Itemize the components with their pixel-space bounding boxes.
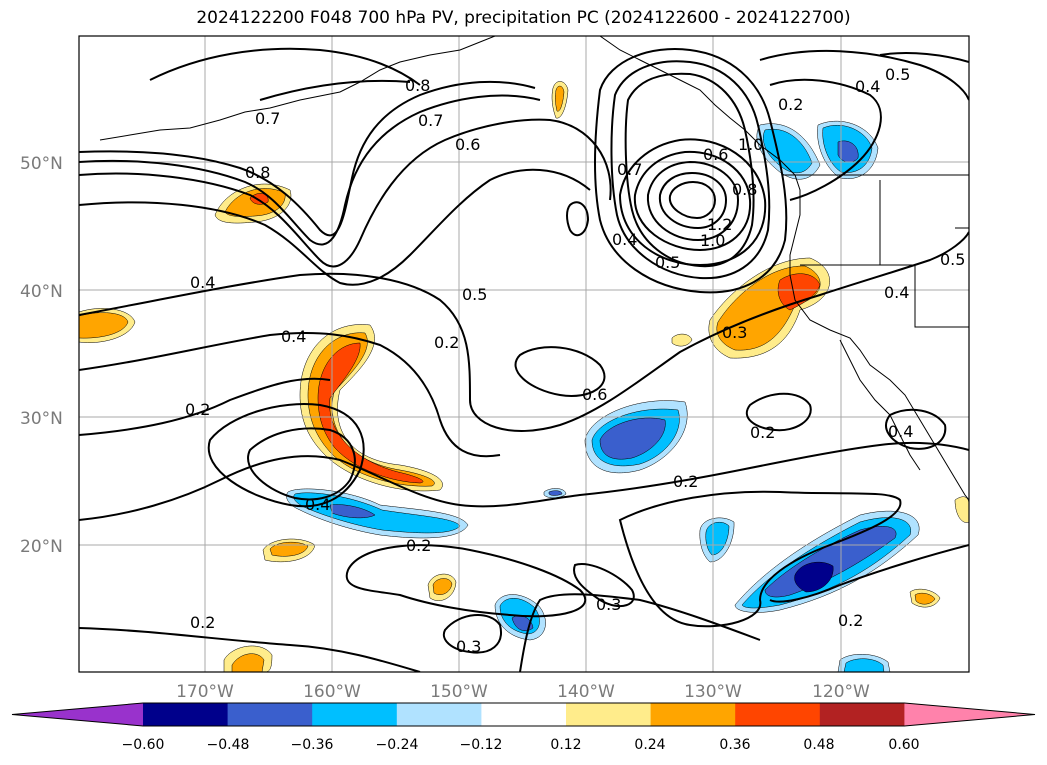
lat-label: 20°N bbox=[20, 537, 63, 557]
colorbar-segment bbox=[396, 703, 482, 726]
contour-label: 1.0 bbox=[700, 231, 725, 250]
precip-blob bbox=[671, 333, 693, 347]
lat-label: 30°N bbox=[20, 409, 63, 429]
contour-label: 0.8 bbox=[405, 76, 430, 95]
lon-label: 170°W bbox=[176, 682, 234, 702]
colorbar-extend-max bbox=[904, 703, 1035, 726]
lon-label: 130°W bbox=[684, 682, 742, 702]
contour-label: 0.3 bbox=[722, 323, 747, 342]
colorbar-tick: 0.24 bbox=[634, 737, 665, 753]
colorbar-segment bbox=[650, 703, 736, 726]
colorbar-segment bbox=[227, 703, 313, 726]
lon-label: 160°W bbox=[303, 682, 361, 702]
contour-label: 0.4 bbox=[612, 230, 637, 249]
colorbar-segment bbox=[143, 703, 229, 726]
plot-frame bbox=[78, 35, 970, 673]
colorbar-segment bbox=[566, 703, 652, 726]
precip-blob bbox=[954, 496, 969, 523]
lon-label: 150°W bbox=[430, 682, 488, 702]
precip-blob bbox=[777, 273, 821, 311]
colorbar-tick: 0.36 bbox=[719, 737, 750, 753]
contour-label: 0.8 bbox=[732, 180, 757, 199]
lon-label: 120°W bbox=[812, 682, 870, 702]
colorbar-segment bbox=[735, 703, 821, 726]
colorbar-extend-min bbox=[12, 703, 143, 726]
contour-label: 0.4 bbox=[305, 495, 330, 514]
precip-blob bbox=[249, 193, 269, 205]
colorbar-tick: −0.24 bbox=[376, 737, 419, 753]
contour-label: 0.8 bbox=[245, 163, 270, 182]
precip-blob bbox=[794, 561, 834, 593]
colorbar-ticks: −0.60 −0.48 −0.36 −0.24 −0.12 0.12 0.24 … bbox=[122, 737, 920, 753]
colorbar-segment bbox=[481, 703, 567, 726]
colorbar bbox=[11, 702, 1036, 727]
precip-blob bbox=[79, 312, 129, 339]
contour-label: 0.6 bbox=[582, 385, 607, 404]
contour-label: 0.4 bbox=[281, 327, 306, 346]
contour-label: 0.2 bbox=[673, 472, 698, 491]
contour-label: 0.2 bbox=[406, 536, 431, 555]
contour-label: 0.3 bbox=[596, 595, 621, 614]
lon-label: 140°W bbox=[557, 682, 615, 702]
precip-blob bbox=[843, 658, 885, 672]
contour-label: 0.5 bbox=[655, 253, 680, 272]
contour-label: 1.2 bbox=[707, 215, 732, 234]
precip-blob bbox=[548, 490, 563, 496]
contour-label: 0.2 bbox=[838, 611, 863, 630]
colorbar-tick: −0.36 bbox=[291, 737, 334, 753]
precip-shading bbox=[79, 81, 969, 672]
precip-blob bbox=[231, 653, 265, 672]
contour-label: 0.2 bbox=[778, 95, 803, 114]
longitude-labels: 170°W 160°W 150°W 140°W 130°W 120°W bbox=[176, 682, 870, 702]
precip-blob bbox=[329, 504, 376, 519]
latitude-labels: 50°N 40°N 30°N 20°N bbox=[20, 154, 63, 557]
lat-label: 40°N bbox=[20, 282, 63, 302]
precip-blob bbox=[599, 417, 666, 460]
contour-label: 0.6 bbox=[455, 135, 480, 154]
colorbar-tick: 0.48 bbox=[803, 737, 834, 753]
contour-label: 1.0 bbox=[738, 135, 763, 154]
precip-blob bbox=[914, 592, 936, 605]
map-title: 2024122200 F048 700 hPa PV, precipitatio… bbox=[196, 8, 851, 28]
contour-label: 0.4 bbox=[855, 77, 880, 96]
contour-label: 0.5 bbox=[462, 285, 487, 304]
colorbar-tick: 0.12 bbox=[550, 737, 581, 753]
contour-label: 0.7 bbox=[617, 160, 642, 179]
contour-label: 0.3 bbox=[456, 637, 481, 656]
contour-label: 0.5 bbox=[885, 65, 910, 84]
precip-blob bbox=[317, 342, 424, 484]
colorbar-segment bbox=[819, 703, 905, 726]
plot-area: 0.8 0.7 0.7 0.6 0.8 0.4 0.4 0.2 0.5 0.2 … bbox=[79, 36, 969, 672]
precip-blob bbox=[269, 541, 309, 557]
precip-blob bbox=[555, 85, 565, 112]
contour-label: 0.2 bbox=[185, 400, 210, 419]
contour-label: 0.6 bbox=[703, 145, 728, 164]
contour-label: 0.2 bbox=[750, 423, 775, 442]
precip-blob bbox=[432, 578, 453, 595]
colorbar-tick: −0.12 bbox=[460, 737, 503, 753]
colorbar-tick: −0.60 bbox=[122, 737, 165, 753]
colorbar-outline bbox=[11, 702, 1036, 727]
colorbar-segment bbox=[312, 703, 398, 726]
contour-label: 0.4 bbox=[888, 422, 913, 441]
contour-label: 0.2 bbox=[190, 613, 215, 632]
colorbar-tick: 0.60 bbox=[888, 737, 919, 753]
contour-label: 0.5 bbox=[940, 250, 965, 269]
contour-label: 0.7 bbox=[255, 109, 280, 128]
coastlines bbox=[99, 36, 969, 501]
contour-label: 0.7 bbox=[418, 111, 443, 130]
pv-contours bbox=[79, 47, 969, 672]
contour-labels: 0.8 0.7 0.7 0.6 0.8 0.4 0.4 0.2 0.5 0.2 … bbox=[185, 65, 965, 656]
colorbar-tick: −0.48 bbox=[207, 737, 250, 753]
contour-label: 0.4 bbox=[190, 273, 215, 292]
contour-label: 0.4 bbox=[884, 283, 909, 302]
contour-label: 0.2 bbox=[434, 333, 459, 352]
lat-label: 50°N bbox=[20, 154, 63, 174]
